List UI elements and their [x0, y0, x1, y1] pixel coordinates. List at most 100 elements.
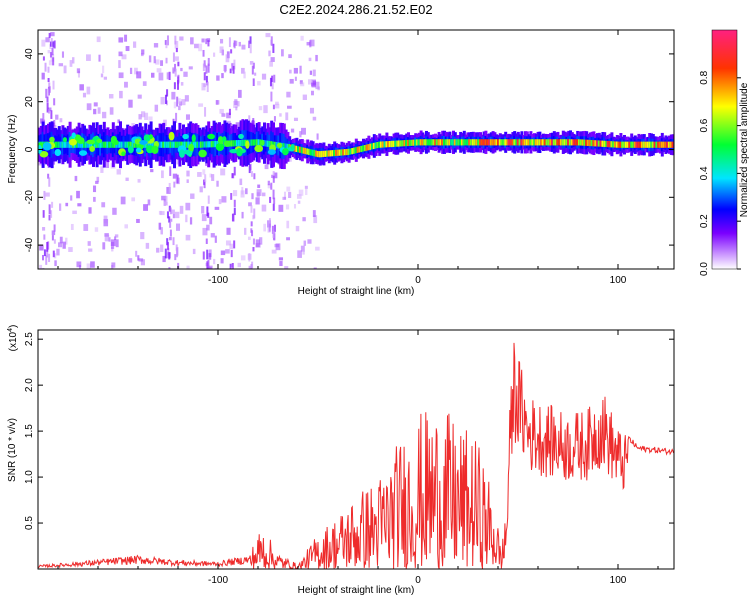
- heatmap-streak: [43, 234, 46, 240]
- heatmap-speckle: [176, 158, 181, 165]
- heatmap-speckle: [247, 236, 251, 240]
- heatmap-band-cell: [61, 141, 64, 148]
- heatmap-speckle: [209, 173, 212, 178]
- heatmap-streak: [173, 181, 176, 188]
- heatmap-speckle: [267, 180, 270, 186]
- heatmap-speckle: [258, 106, 263, 111]
- heatmap-band-cell: [239, 139, 243, 147]
- heatmap-band-cell: [113, 141, 117, 148]
- heatmap-band-cell: [617, 141, 621, 148]
- heatmap-speckle: [270, 57, 275, 62]
- heatmap-speckle: [190, 37, 194, 45]
- heatmap-band-cell: [461, 139, 464, 146]
- heatmap-speckle: [158, 72, 164, 81]
- heatmap-streak: [233, 199, 236, 207]
- heatmap-speckle: [249, 61, 254, 65]
- heatmap-band-cell: [434, 139, 437, 146]
- heatmap-band-cell: [538, 139, 541, 146]
- heatmap-band-cell: [300, 147, 304, 154]
- heatmap-speckle: [219, 108, 224, 114]
- heatmap-speckle: [309, 40, 312, 48]
- heatmap-streak: [168, 182, 171, 193]
- heatmap-streak: [251, 65, 254, 75]
- heatmap-streak: [232, 213, 235, 222]
- heatmap-speckle: [241, 44, 246, 50]
- heatmap-speckle: [170, 209, 175, 214]
- heatmap-blob: [62, 137, 68, 143]
- heatmap-streak: [48, 32, 51, 38]
- heatmap-streak: [271, 75, 274, 83]
- heatmap-speckle: [313, 215, 318, 224]
- heatmap-speckle: [220, 258, 224, 264]
- heatmap-streak: [230, 49, 233, 54]
- heatmap-band-cell: [63, 141, 66, 148]
- heatmap-streak: [42, 254, 45, 261]
- heatmap-speckle: [301, 127, 306, 135]
- heatmap-blob: [148, 134, 154, 139]
- heatmap-speckle: [111, 262, 116, 268]
- heatmap-speckle: [307, 239, 312, 244]
- heatmap-band-cell: [507, 139, 511, 146]
- heatmap-band-cell: [92, 141, 95, 148]
- heatmap-speckle: [274, 172, 278, 179]
- heatmap-streak: [169, 221, 172, 228]
- heatmap-speckle: [296, 194, 302, 199]
- heatmap-band-cell: [347, 148, 351, 156]
- heatmap-band-cell: [389, 140, 392, 148]
- heatmap-band-cell: [234, 140, 237, 147]
- heatmap-band-cell: [207, 141, 210, 148]
- heatmap-speckle: [108, 237, 111, 242]
- heatmap-band-cell: [572, 139, 576, 146]
- heatmap-speckle: [216, 180, 219, 187]
- heatmap-band-cell: [353, 147, 356, 154]
- heatmap-band-cell: [306, 148, 309, 155]
- heatmap-blob: [135, 147, 142, 153]
- heatmap-streak: [46, 96, 49, 103]
- heatmap-speckle: [168, 236, 172, 241]
- heatmap-speckle: [284, 266, 289, 269]
- heatmap-band-cell: [432, 139, 435, 146]
- heatmap-speckle: [256, 189, 262, 196]
- heatmap-streak: [205, 65, 208, 74]
- heatmap-speckle: [286, 91, 291, 98]
- heatmap-band-cell: [374, 142, 378, 149]
- heatmap-blob: [151, 145, 159, 154]
- heatmap-speckle: [206, 224, 210, 231]
- heatmap-speckle: [264, 164, 269, 170]
- colorbar-tick-label: 0.8: [699, 70, 710, 84]
- heatmap-y-tick-label: 40: [24, 48, 35, 60]
- snr-line-path: [38, 342, 674, 569]
- heatmap-band-cell: [527, 139, 531, 146]
- heatmap-speckle: [58, 63, 64, 67]
- heatmap-blob: [276, 142, 283, 148]
- heatmap-band-cell: [232, 140, 235, 147]
- heatmap-band-cell: [335, 149, 338, 157]
- heatmap-speckle: [244, 227, 247, 235]
- heatmap-speckle: [297, 200, 301, 204]
- heatmap-speckle: [156, 68, 162, 73]
- heatmap-band-cell: [106, 141, 109, 148]
- heatmap-band-cell: [549, 139, 552, 146]
- heatmap-blob: [39, 150, 49, 158]
- heatmap-speckle: [221, 73, 224, 79]
- heatmap-speckle: [158, 210, 162, 215]
- heatmap-band-cell: [471, 139, 475, 146]
- heatmap-speckle: [140, 53, 144, 57]
- heatmap-blob: [238, 133, 244, 139]
- heatmap-speckle: [221, 196, 227, 203]
- snr-x-tick-label: 100: [610, 575, 627, 586]
- heatmap-band-cell: [65, 141, 68, 148]
- heatmap-speckle: [39, 264, 43, 269]
- heatmap-band-cell: [457, 139, 460, 146]
- heatmap-speckle: [47, 49, 51, 54]
- heatmap-speckle: [235, 122, 241, 129]
- heatmap-speckle: [234, 99, 238, 106]
- heatmap-speckle: [136, 218, 140, 223]
- heatmap-band-cell: [354, 147, 358, 154]
- heatmap-speckle: [110, 241, 115, 249]
- heatmap-speckle: [281, 49, 284, 57]
- heatmap-band-cell: [326, 150, 329, 157]
- heatmap-speckle: [108, 94, 114, 99]
- heatmap-band-cell: [633, 141, 637, 148]
- heatmap-speckle: [190, 193, 195, 199]
